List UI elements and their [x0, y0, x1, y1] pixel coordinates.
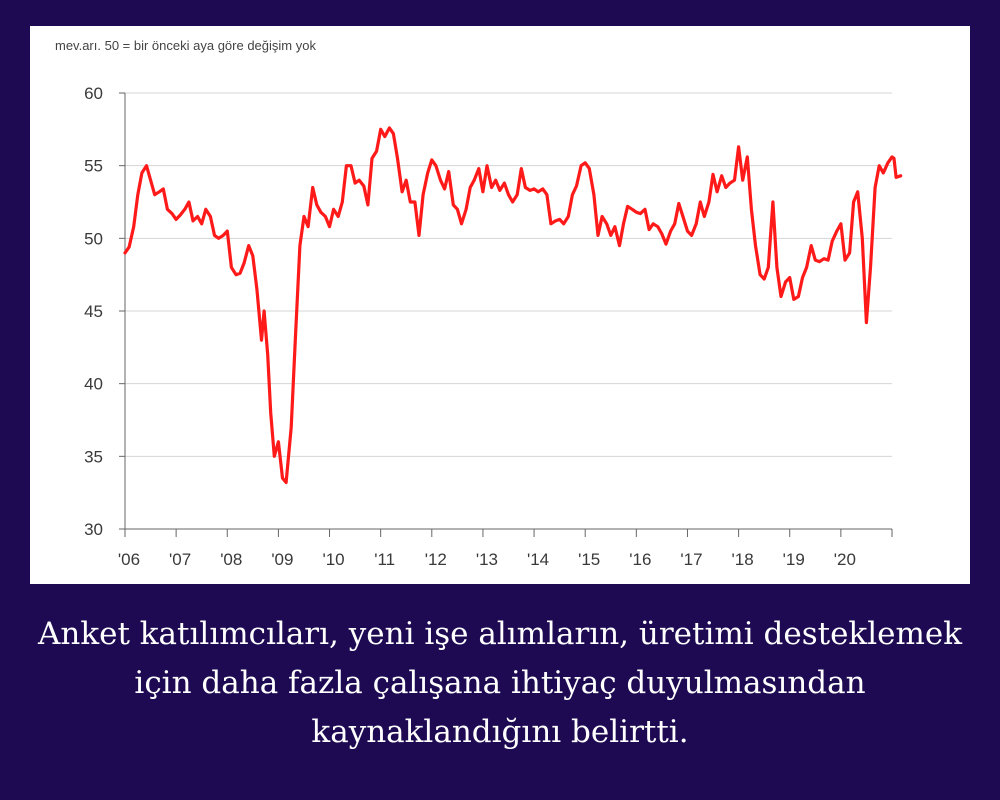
x-tick-label: '07 — [169, 550, 191, 569]
x-tick-label: '19 — [783, 550, 805, 569]
axes — [119, 92, 893, 537]
x-tick-label: '10 — [322, 550, 344, 569]
caption-text: Anket katılımcıları, yeni işe alımların,… — [37, 616, 963, 750]
chart-panel: mev.arı. 50 = bir önceki aya göre değişi… — [30, 26, 970, 584]
x-tick-label: '09 — [271, 550, 293, 569]
y-tick-label: 30 — [84, 520, 103, 539]
series-layer — [123, 126, 903, 485]
x-tick-labels: '06 '07 '08 '09 '10 '11 '12 '13 '14 '15 '16 '17 '18 '… — [118, 550, 856, 569]
series-line — [123, 126, 903, 485]
x-tick-label: '11 — [374, 550, 395, 569]
y-tick-label: 40 — [84, 375, 103, 394]
x-tick-label: '20 — [834, 550, 856, 569]
x-tick-label: '13 — [476, 550, 498, 569]
x-tick-label: '18 — [732, 550, 754, 569]
chart-subtitle: mev.arı. 50 = bir önceki aya göre değişi… — [55, 38, 316, 53]
y-tick-label: 35 — [84, 447, 103, 466]
y-tick-label: 45 — [84, 302, 103, 321]
x-tick-label: '16 — [629, 550, 651, 569]
x-tick-label: '12 — [425, 550, 447, 569]
x-tick-label: '06 — [118, 550, 140, 569]
y-tick-labels: 30 35 40 45 50 55 60 — [84, 84, 103, 539]
y-tick-label: 55 — [84, 157, 103, 176]
x-tick-label: '15 — [578, 550, 600, 569]
x-tick-label: '08 — [220, 550, 242, 569]
y-tick-label: 50 — [84, 229, 103, 248]
y-tick-label: 60 — [84, 84, 103, 103]
x-tick-label: '17 — [680, 550, 702, 569]
grid-lines — [125, 92, 892, 457]
x-tick-label: '14 — [527, 550, 549, 569]
